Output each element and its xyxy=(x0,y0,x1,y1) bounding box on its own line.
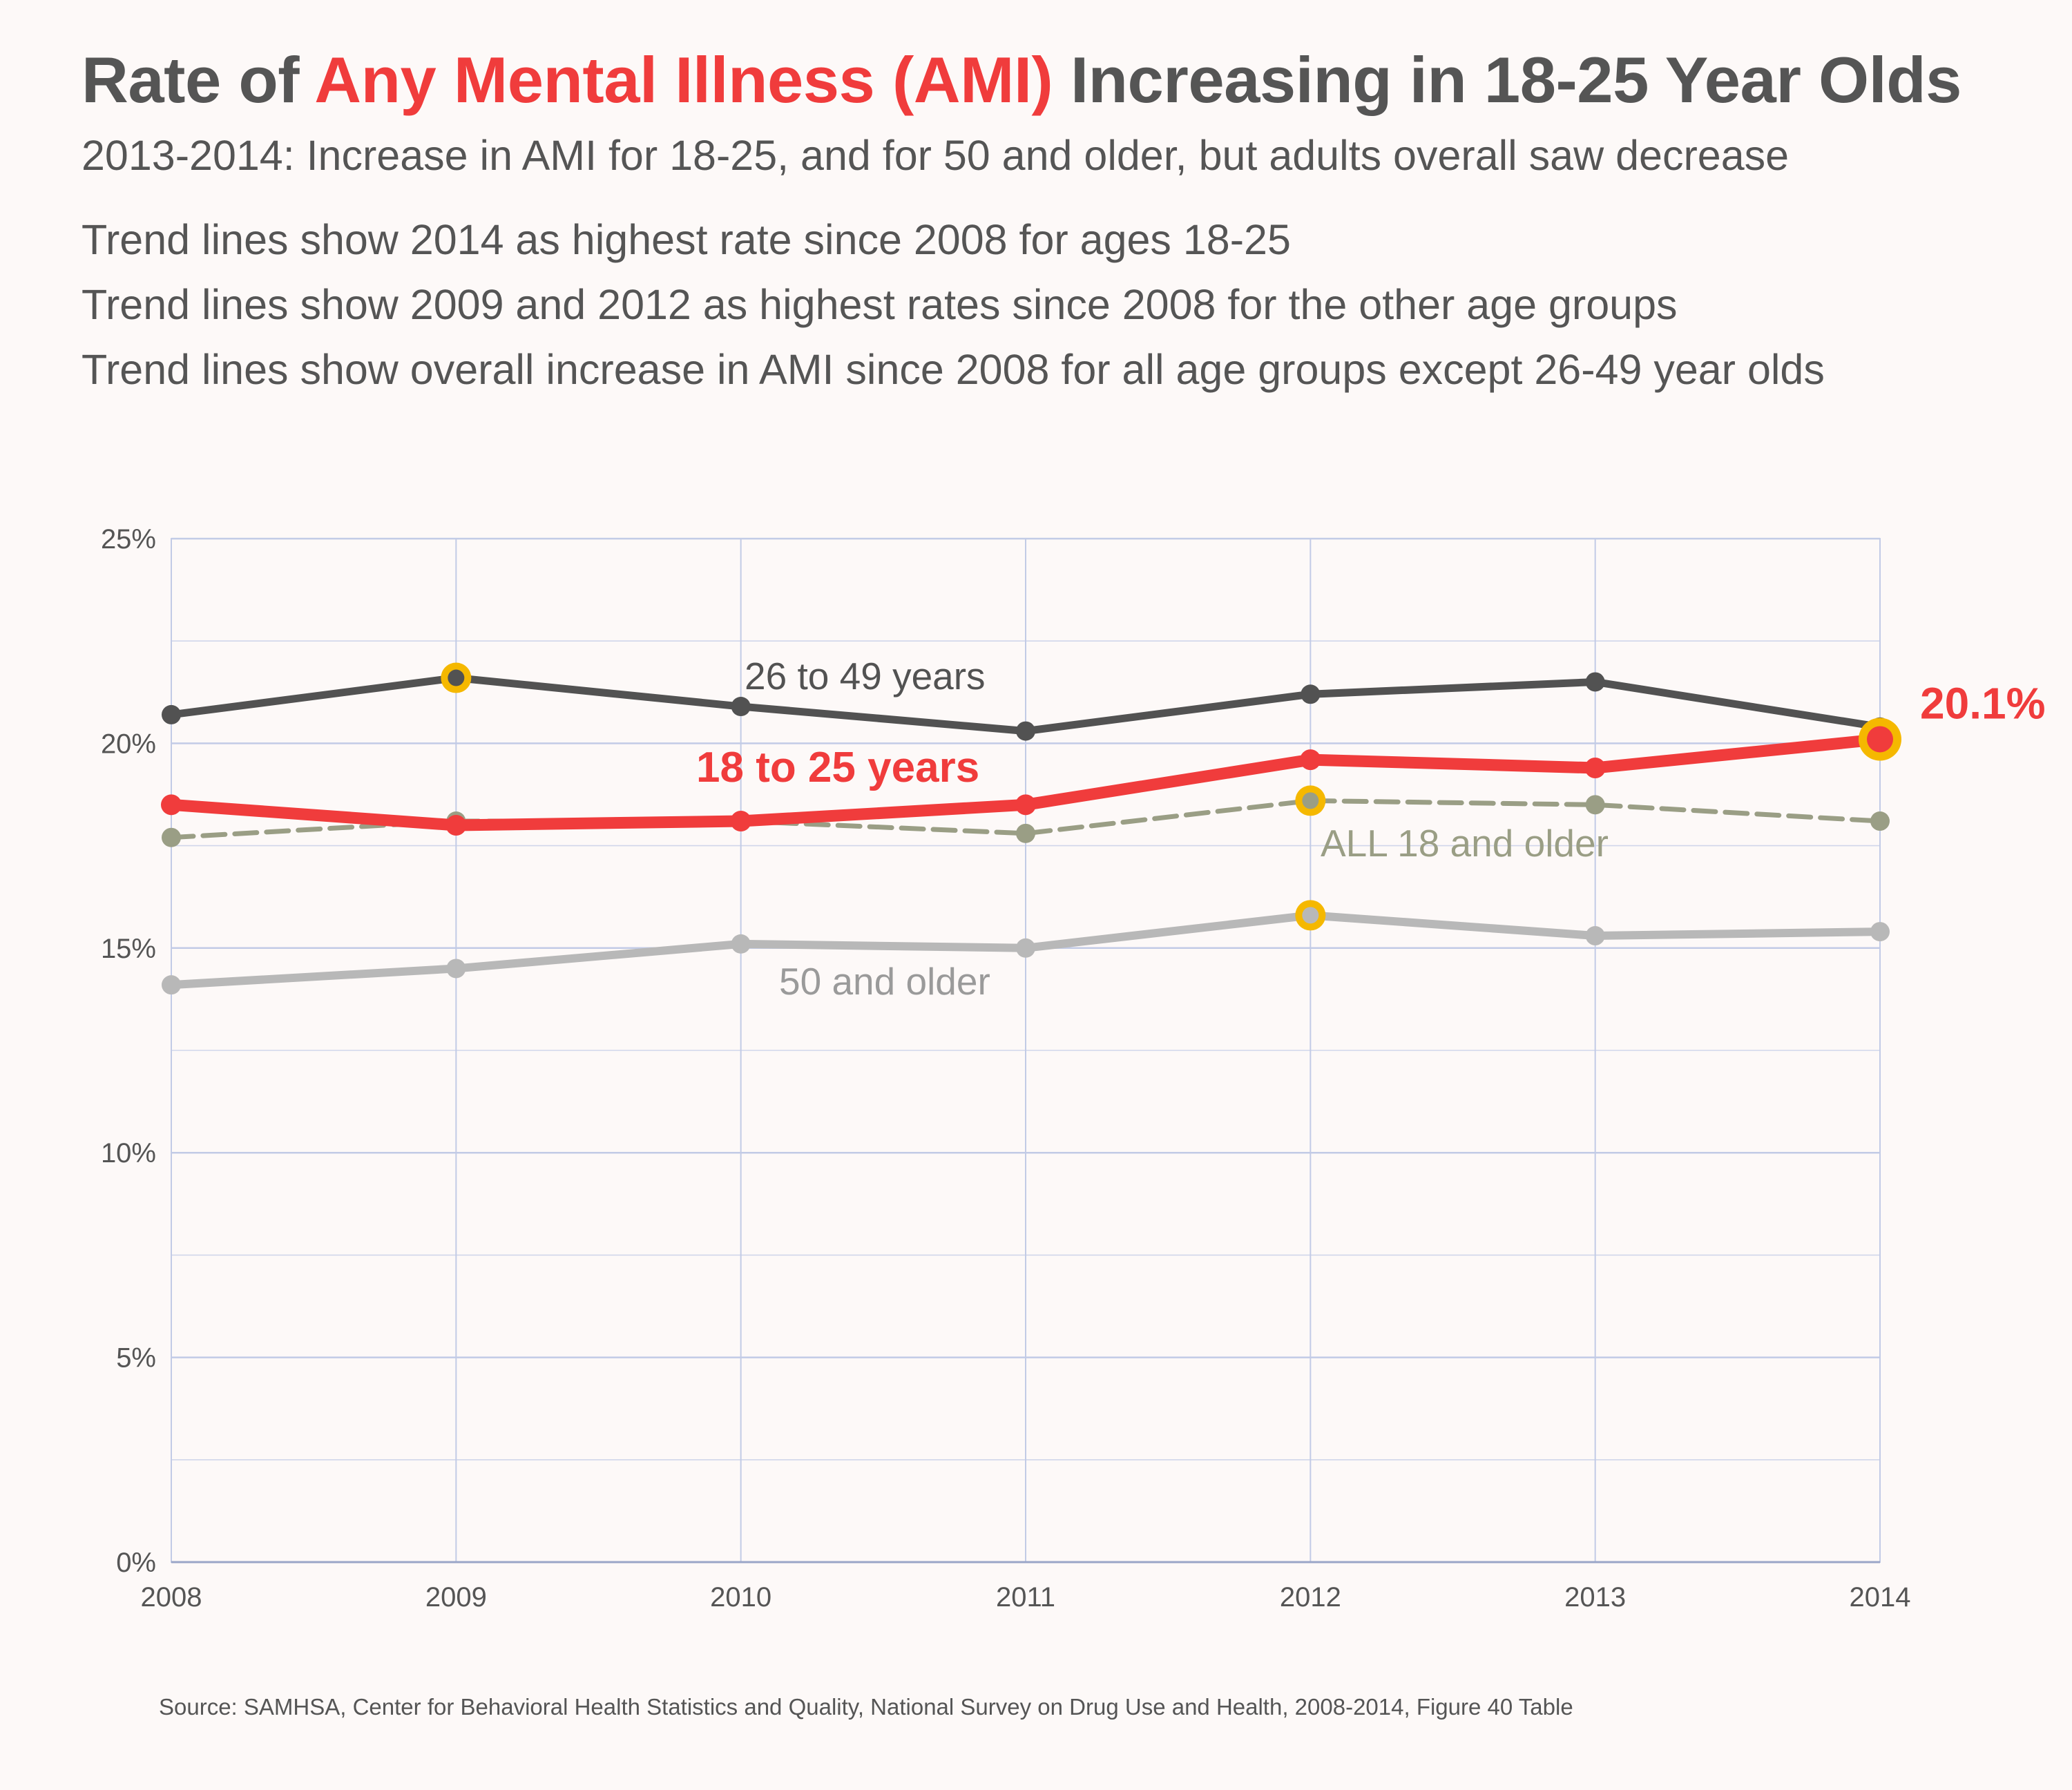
data-point xyxy=(162,975,181,995)
x-tick-label: 2008 xyxy=(141,1582,202,1613)
y-tick-label: 20% xyxy=(101,729,156,759)
data-point xyxy=(1016,721,1035,741)
trend-note-1: Trend lines show 2014 as highest rate si… xyxy=(81,216,1291,263)
data-point xyxy=(1302,792,1319,809)
y-tick-label: 5% xyxy=(116,1343,156,1374)
data-point xyxy=(161,794,182,816)
data-point xyxy=(1016,823,1035,843)
data-point xyxy=(1870,922,1890,942)
series-age_18_25: 18 to 25 years xyxy=(161,718,1901,836)
data-point xyxy=(1302,907,1319,924)
data-point xyxy=(1300,749,1321,771)
x-tick-label: 2009 xyxy=(425,1582,487,1613)
y-tick-label: 0% xyxy=(116,1548,156,1578)
data-point xyxy=(1870,811,1890,831)
source-note: Source: SAMHSA, Center for Behavioral He… xyxy=(159,1694,1573,1720)
x-tick-label: 2013 xyxy=(1564,1582,1626,1613)
value-annotation: 20.1% xyxy=(1920,678,2045,728)
x-tick-label: 2011 xyxy=(996,1582,1055,1613)
series-label-all_18_older: ALL 18 and older xyxy=(1321,822,1609,865)
data-point xyxy=(445,814,467,836)
data-point xyxy=(1585,926,1605,946)
data-point xyxy=(1016,938,1035,958)
data-point xyxy=(730,811,751,832)
y-tick-label: 25% xyxy=(101,524,156,555)
data-point xyxy=(1015,794,1036,816)
chart-title: Rate of Any Mental Illness (AMI) Increas… xyxy=(81,43,1961,117)
series-age_50_older: 50 and older xyxy=(162,900,1890,1003)
title-highlight: Any Mental Illness (AMI) xyxy=(314,44,1053,116)
title-suffix: Increasing in 18-25 Year Olds xyxy=(1053,44,1961,116)
data-point xyxy=(1584,757,1606,778)
y-tick-label: 15% xyxy=(101,934,156,964)
data-point xyxy=(731,934,751,954)
data-point xyxy=(162,704,181,724)
trend-notes: Trend lines show 2014 as highest rate si… xyxy=(81,207,1825,402)
grid xyxy=(171,537,1881,1563)
data-point xyxy=(446,959,466,979)
data-point xyxy=(731,697,751,717)
x-tick-label: 2012 xyxy=(1280,1582,1341,1613)
y-tick-label: 10% xyxy=(101,1138,156,1168)
title-prefix: Rate of xyxy=(81,44,315,116)
trend-note-3: Trend lines show overall increase in AMI… xyxy=(81,346,1825,393)
x-tick-label: 2014 xyxy=(1850,1582,1911,1613)
data-point xyxy=(1301,684,1321,704)
trend-note-2: Trend lines show 2009 and 2012 as highes… xyxy=(81,281,1678,328)
series-label-age_26_49: 26 to 49 years xyxy=(745,655,986,697)
x-tick-label: 2010 xyxy=(710,1582,771,1613)
data-point xyxy=(1867,726,1893,753)
data-point xyxy=(162,827,181,847)
data-point xyxy=(448,669,465,686)
chart-subtitle: 2013-2014: Increase in AMI for 18-25, an… xyxy=(81,132,1790,179)
data-point xyxy=(1585,795,1605,815)
series-label-age_50_older: 50 and older xyxy=(779,960,990,1003)
series-label-age_18_25: 18 to 25 years xyxy=(696,744,979,791)
data-point xyxy=(1585,672,1605,692)
series-age_26_49: 26 to 49 years xyxy=(162,655,1890,741)
